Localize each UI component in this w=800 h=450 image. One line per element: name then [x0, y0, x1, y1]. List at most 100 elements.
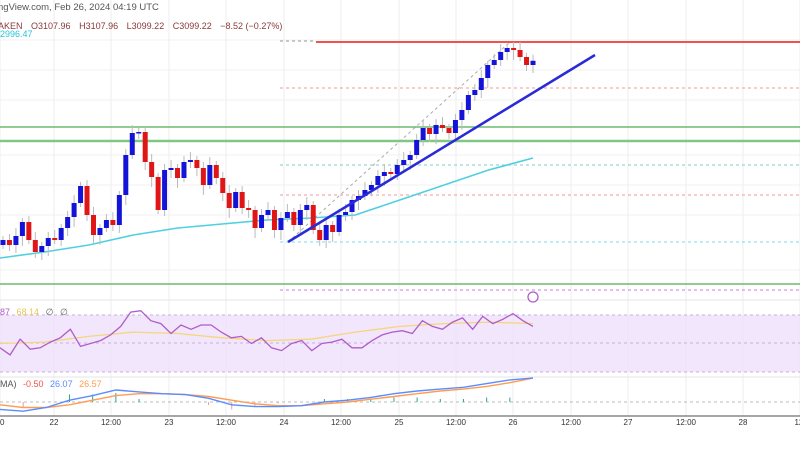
macd-hist-value: -0.50	[23, 379, 44, 389]
candle-up	[116, 195, 122, 225]
rsi-legend: 87 68.14 ∅ ∅	[0, 307, 68, 318]
candle-down	[388, 172, 394, 174]
candle-up	[407, 155, 413, 160]
candle-up	[13, 236, 19, 245]
candle-down	[252, 210, 258, 228]
candle-up	[323, 225, 329, 240]
candle-down	[213, 165, 219, 178]
candle-up	[129, 133, 135, 155]
macd-value: 26.07	[50, 379, 73, 389]
rsi-ma-line	[0, 321, 534, 345]
candle-down	[427, 128, 433, 134]
candle-down	[175, 168, 181, 178]
candle-up	[498, 52, 504, 60]
candle-up	[530, 60, 536, 65]
candle-up	[284, 212, 290, 218]
ma-value: 2996.47	[0, 29, 33, 39]
candle-up	[336, 215, 342, 232]
candle-up	[233, 192, 239, 208]
candle-down	[84, 186, 90, 215]
candle-up	[78, 186, 84, 203]
candle-up	[343, 212, 349, 215]
candle-down	[517, 50, 523, 57]
symbol: AKEN	[0, 21, 23, 31]
candle-up	[362, 190, 368, 196]
candle-down	[239, 192, 245, 208]
candle-up	[381, 172, 387, 176]
time-axis-label: 12:00	[330, 418, 352, 427]
candle-up	[207, 165, 213, 185]
macd-legend: MA) -0.50 26.07 26.57	[0, 379, 102, 389]
time-axis-label: 12:00	[445, 418, 467, 427]
moving-average-line	[0, 157, 534, 259]
time-axis-label: 12:00	[560, 418, 582, 427]
candle-up	[45, 238, 51, 246]
alert-icon	[527, 291, 539, 303]
time-axis-label: 24	[279, 418, 289, 427]
time-axis-label: 20	[0, 418, 5, 427]
candle-down	[446, 128, 452, 133]
candle-up	[181, 162, 187, 178]
candle-up	[297, 210, 303, 225]
rsi-line	[0, 310, 534, 356]
time-axis-label: 27	[623, 418, 633, 427]
macd-label: MA)	[0, 379, 17, 389]
low-value: L3099.22	[126, 21, 165, 31]
candle-down	[524, 57, 530, 65]
time-axis-label: 26	[508, 418, 518, 427]
macd-signal-value: 26.57	[79, 379, 102, 389]
candle-down	[26, 222, 32, 240]
time-axis-label: 12:00	[675, 418, 697, 427]
candle-up	[162, 170, 168, 210]
candle-up	[58, 228, 64, 240]
candle-up	[136, 132, 142, 134]
candle-up	[304, 205, 310, 210]
candle-down	[194, 160, 200, 168]
candle-up	[123, 155, 129, 195]
candle-up	[19, 222, 25, 236]
candle-down	[6, 240, 12, 245]
candle-down	[200, 168, 206, 185]
time-axis-label: 12:00	[100, 418, 122, 427]
candle-up	[414, 140, 420, 155]
candle-up	[504, 48, 510, 52]
candle-up	[478, 78, 484, 90]
candle-up	[97, 228, 103, 235]
candle-down	[110, 220, 116, 225]
rsi-ma-value: 68.14	[16, 307, 40, 317]
candle-down	[32, 240, 38, 252]
candle-up	[278, 218, 284, 230]
time-axis-label: 25	[394, 418, 404, 427]
time-axis-label: 12:	[794, 418, 800, 427]
candle-up	[433, 125, 439, 134]
candle-down	[246, 208, 252, 210]
candle-up	[65, 217, 71, 228]
candle-up	[420, 128, 426, 140]
rsi-extra-2: ∅	[59, 307, 68, 317]
candle-down	[330, 225, 336, 232]
candle-down	[317, 230, 323, 240]
time-axis-label: 23	[164, 418, 174, 427]
change-value: −8.52 (−0.27%)	[220, 21, 283, 31]
candle-up	[394, 165, 400, 174]
candle-up	[375, 176, 381, 185]
candle-up	[459, 110, 465, 120]
close-value: C3099.22	[172, 21, 212, 31]
chart-source-timestamp: ngView.com, Feb 26, 2024 04:19 UTC	[0, 2, 159, 13]
candle-up	[368, 185, 374, 190]
candle-up	[265, 210, 271, 215]
macd-signal-line	[0, 377, 534, 409]
candle-up	[491, 60, 497, 65]
candle-down	[149, 162, 155, 177]
candle-down	[142, 132, 148, 162]
candle-up	[71, 203, 77, 217]
rsi-extra-1: ∅	[45, 307, 54, 317]
candle-down	[271, 210, 277, 230]
macd-line	[0, 377, 534, 412]
candle-up	[401, 160, 407, 165]
time-axis-label: 28	[738, 418, 748, 427]
candle-up	[485, 65, 491, 78]
fib-diagonal-line	[287, 41, 511, 243]
candle-down	[52, 238, 58, 240]
